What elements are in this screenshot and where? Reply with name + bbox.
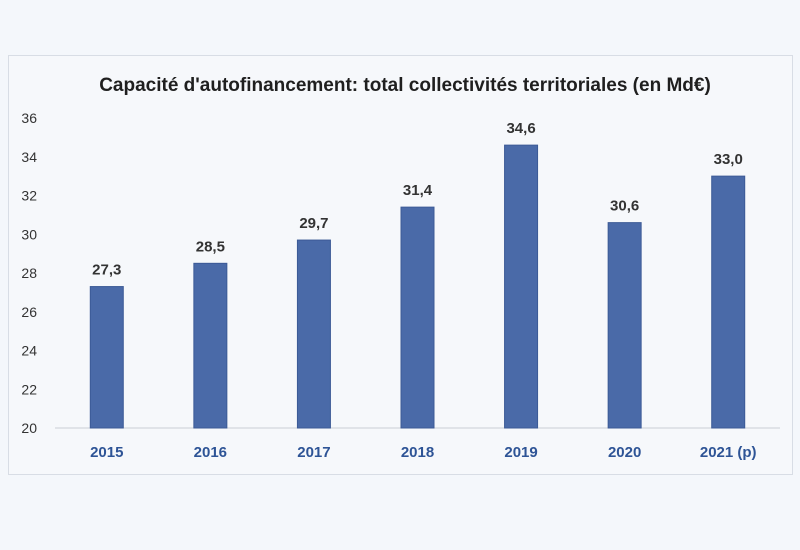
- x-tick-label: 2021 (p): [700, 444, 757, 461]
- x-tick-label: 2020: [608, 444, 641, 461]
- chart-title: Capacité d'autofinancement: total collec…: [99, 75, 711, 96]
- data-label: 30,6: [610, 198, 639, 215]
- y-tick-label: 36: [21, 110, 37, 126]
- x-axis: 2015 2016 2017 2018 2019 2020 2021 (p): [90, 444, 756, 461]
- bars: [89, 144, 746, 429]
- bar-2016: [193, 262, 228, 429]
- bar-2021-p: [711, 175, 746, 429]
- data-label: 34,6: [506, 120, 535, 137]
- data-label: 28,5: [196, 238, 225, 255]
- data-label: 29,7: [299, 215, 328, 232]
- bar-2019: [504, 144, 539, 429]
- y-tick-label: 22: [21, 381, 37, 397]
- bar-2017: [296, 239, 331, 429]
- bar-2015: [89, 286, 124, 429]
- x-tick-label: 2015: [90, 444, 123, 461]
- bar-2020: [607, 222, 642, 429]
- y-tick-label: 20: [21, 420, 37, 436]
- x-tick-label: 2017: [297, 444, 330, 461]
- data-label: 33,0: [714, 151, 743, 168]
- x-tick-label: 2018: [401, 444, 434, 461]
- bar-2018: [400, 206, 435, 429]
- y-tick-label: 26: [21, 304, 37, 320]
- x-tick-label: 2016: [194, 444, 227, 461]
- y-tick-label: 28: [21, 265, 37, 281]
- y-tick-label: 30: [21, 226, 37, 242]
- y-tick-label: 32: [21, 188, 37, 204]
- x-tick-label: 2019: [504, 444, 537, 461]
- data-labels: 27,3 28,5 29,7 31,4 34,6 30,6 33,0: [92, 120, 743, 278]
- y-tick-label: 34: [21, 149, 37, 165]
- data-label: 31,4: [403, 182, 433, 199]
- data-label: 27,3: [92, 262, 121, 279]
- y-axis: 20 22 24 26 28 30 32 34 36: [21, 110, 37, 436]
- y-tick-label: 24: [21, 343, 37, 359]
